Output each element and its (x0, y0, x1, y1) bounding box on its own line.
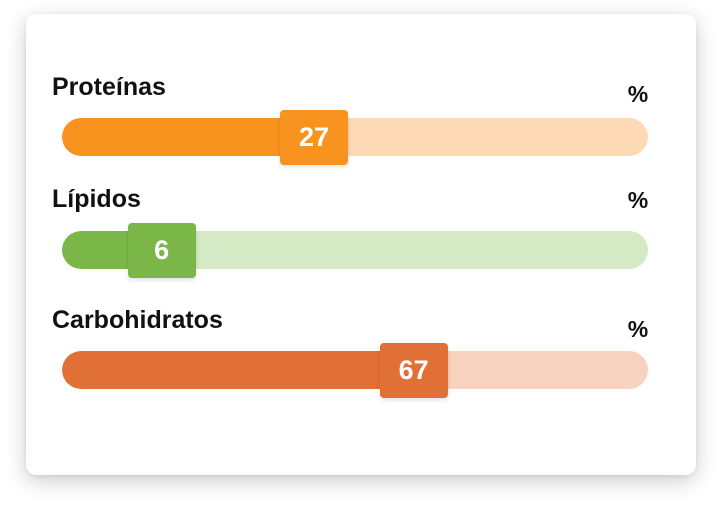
carbohidratos-unit: % (627, 316, 649, 342)
proteinas-fill (62, 118, 314, 156)
carbohidratos-thumb[interactable]: 67 (379, 343, 448, 398)
proteinas-track[interactable] (62, 118, 648, 156)
lipidos-unit: % (627, 187, 649, 213)
lipidos-thumb[interactable]: 6 (127, 223, 196, 278)
proteinas-label: Proteínas (52, 73, 166, 101)
carbohidratos-fill (62, 351, 414, 389)
carbohidratos-label: Carbohidratos (52, 306, 223, 334)
proteinas-unit: % (627, 81, 649, 107)
proteinas-thumb[interactable]: 27 (279, 110, 348, 165)
carbohidratos-track[interactable] (62, 351, 648, 389)
lipidos-label: Lípidos (52, 185, 141, 213)
